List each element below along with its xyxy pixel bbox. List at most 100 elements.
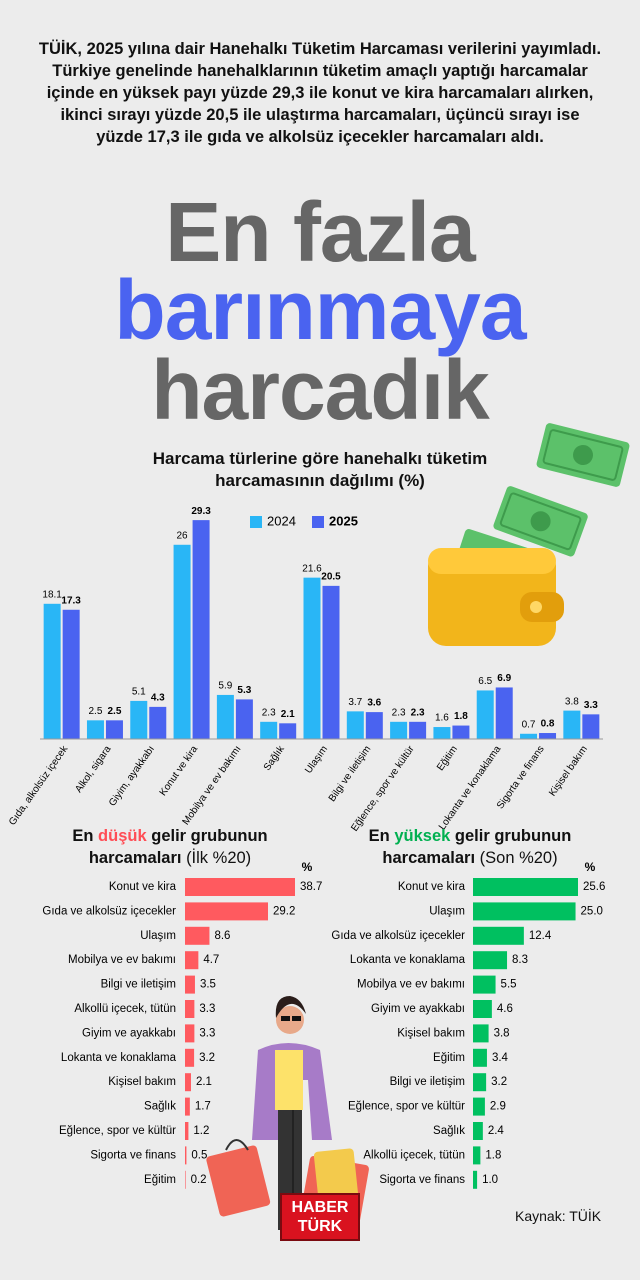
bar — [476, 690, 494, 739]
x-tick-label: Alkol, sigara — [73, 744, 114, 795]
value-label: 3.3 — [199, 1027, 215, 1039]
value-label: 26 — [177, 530, 189, 541]
bar — [185, 1073, 191, 1092]
value-label: 2.4 — [488, 1125, 505, 1137]
bar — [185, 1146, 187, 1165]
bar — [473, 1073, 487, 1092]
bar — [303, 577, 321, 739]
bar — [582, 714, 600, 739]
value-label: 2.3 — [392, 707, 406, 718]
bar — [185, 1000, 195, 1018]
legend-swatch — [312, 516, 324, 528]
value-label: 1.8 — [454, 711, 468, 722]
bar — [185, 951, 199, 970]
value-label: 5.3 — [237, 685, 251, 696]
value-label: 29.3 — [191, 506, 211, 517]
title-text: gelir grubunun harcamaları — [88, 827, 268, 867]
bar — [473, 878, 578, 896]
legend-label: 2025 — [329, 513, 358, 528]
bar — [473, 975, 496, 994]
category-label: Gıda ve alkolsüz içecekler — [42, 905, 176, 917]
category-label: Kişisel bakım — [397, 1027, 465, 1039]
value-label: 25.0 — [581, 905, 603, 917]
logo-text: TÜRK — [298, 1216, 343, 1235]
unit-label: % — [302, 860, 313, 874]
bar — [260, 721, 278, 739]
value-label: 1.8 — [485, 1149, 501, 1161]
category-label: Gıda ve alkolsüz içecekler — [331, 930, 465, 942]
category-label: Sağlık — [433, 1125, 465, 1137]
value-label: 5.9 — [218, 681, 232, 692]
value-label: 2.3 — [411, 707, 425, 718]
value-label: 3.2 — [199, 1052, 215, 1064]
bar — [473, 1048, 487, 1067]
x-tick-label: Kişisel bakım — [547, 744, 590, 799]
value-label: 4.3 — [151, 693, 165, 704]
value-label: 8.3 — [512, 954, 528, 966]
category-label: Eğitim — [433, 1052, 465, 1064]
value-label: 1.7 — [195, 1101, 211, 1113]
category-label: Alkollü içecek, tütün — [74, 1003, 176, 1015]
title-note: (Son %20) — [479, 849, 558, 867]
value-label: 25.6 — [583, 881, 605, 893]
bar — [185, 1024, 195, 1043]
title-text: En — [368, 827, 390, 845]
value-label: 6.5 — [478, 676, 492, 687]
value-label: 2.3 — [262, 707, 276, 718]
bar — [563, 710, 581, 739]
shopper-illustration — [206, 996, 369, 1235]
value-label: 5.5 — [501, 979, 517, 991]
value-label: 2.9 — [490, 1101, 506, 1113]
category-label: Alkollü içecek, tütün — [363, 1149, 465, 1161]
bar — [235, 699, 253, 739]
bar — [433, 727, 451, 739]
value-label: 3.6 — [367, 698, 381, 709]
category-label: Eğitim — [144, 1174, 176, 1186]
value-label: 3.4 — [492, 1052, 509, 1064]
bar — [473, 1146, 481, 1165]
chart-title: En düşük gelir grubunun harcamaları (İlk… — [40, 825, 300, 869]
unit-label: % — [585, 860, 596, 874]
value-label: 3.7 — [348, 697, 362, 708]
category-label: Mobilya ve ev bakımı — [357, 979, 465, 991]
bar — [495, 687, 513, 739]
headline: En fazla — [165, 185, 475, 279]
category-label: Ulaşım — [140, 930, 176, 942]
category-label: Ulaşım — [429, 905, 465, 917]
bar — [539, 733, 557, 739]
title-text: En — [72, 827, 94, 845]
bar — [322, 585, 340, 739]
bar — [473, 1024, 489, 1043]
category-label: Giyim ve ayakkabı — [371, 1003, 465, 1015]
logo-text: HABER — [292, 1199, 349, 1216]
bar — [390, 721, 408, 739]
value-label: 3.8 — [565, 696, 579, 707]
legend-label: 2024 — [267, 513, 296, 528]
x-tick-label: Sigorta ve finans — [495, 744, 547, 811]
bar — [185, 1170, 186, 1189]
bar — [365, 712, 383, 739]
value-label: 38.7 — [300, 881, 322, 893]
bar — [279, 723, 297, 739]
title-highlight: düşük — [98, 827, 147, 845]
chart-title: Harcama türlerine göre hanehalkı tüketim… — [152, 449, 488, 490]
category-label: Bilgi ve iletişim — [390, 1076, 465, 1088]
bar — [216, 694, 234, 739]
bar — [149, 706, 167, 739]
value-label: 12.4 — [529, 930, 552, 942]
bar — [185, 902, 268, 921]
category-label: Sigorta ve finans — [379, 1174, 465, 1186]
value-label: 1.2 — [193, 1125, 209, 1137]
bar — [185, 1097, 190, 1116]
value-label: 3.2 — [491, 1076, 507, 1088]
category-label: Sağlık — [144, 1101, 176, 1113]
value-label: 4.7 — [203, 954, 219, 966]
x-tick-label: Sağlık — [262, 743, 288, 773]
x-tick-label: Giyim, ayakkabı — [107, 744, 157, 809]
source: Kaynak: TÜİK — [515, 1208, 602, 1224]
bar — [185, 1122, 189, 1140]
value-label: 5.1 — [132, 687, 146, 698]
category-label: Giyim ve ayakkabı — [82, 1027, 176, 1039]
